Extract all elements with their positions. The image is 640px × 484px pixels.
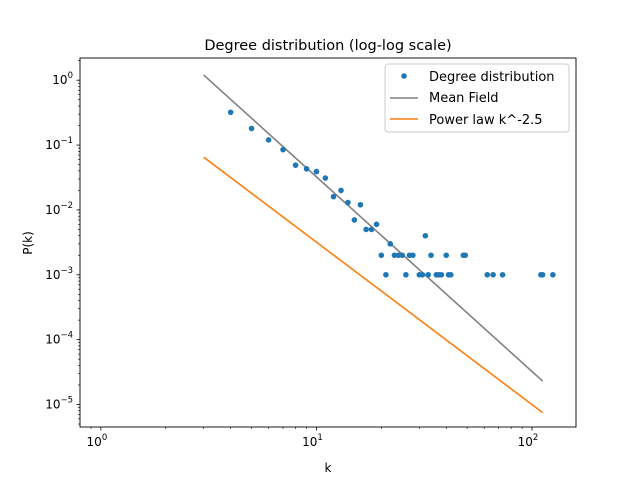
axes-frame [79,57,577,428]
legend-label-power-law: Power law k^-2.5 [429,113,543,128]
data-point-18 [387,241,394,247]
data-point-4 [292,162,299,168]
data-point-40 [499,271,506,278]
y-tick-label: 10−5 [45,396,73,412]
data-point-7 [322,175,329,181]
data-point-27 [422,232,429,239]
data-point-16 [378,252,385,259]
data-point-15 [373,221,380,228]
x-axis-label: k [325,461,332,475]
x-axis-ticks: 100 101 102 [87,427,539,449]
data-point-11 [351,217,358,223]
data-point-10 [345,199,351,206]
points-layer [227,109,556,278]
y-tick-label: 10−3 [45,266,73,282]
data-point-37 [462,252,469,259]
data-point-12 [357,201,364,208]
data-point-28 [425,271,432,278]
data-point-33 [443,252,450,259]
data-point-9 [338,187,344,194]
x-tick-label: 101 [302,433,323,449]
series-line-power-law [203,156,544,414]
chart-title: Degree distribution (log-log scale) [204,38,451,54]
data-point-29 [428,252,434,259]
legend: Degree distribution Mean Field Power law… [384,63,570,133]
data-point-6 [313,168,320,175]
data-point-5 [303,166,310,172]
data-point-32 [438,271,445,278]
data-point-19 [391,252,398,259]
data-point-17 [383,271,389,278]
data-point-35 [447,271,454,278]
legend-marker-degree [401,73,407,79]
legend-label-mean-field: Mean Field [429,91,499,106]
data-point-3 [280,146,286,153]
y-axis-label: P(k) [21,231,35,255]
x-tick-label: 102 [518,433,539,449]
data-point-24 [410,252,416,259]
data-point-21 [399,252,406,259]
data-point-14 [368,226,375,233]
legend-label-degree: Degree distribution [429,70,555,85]
data-point-43 [550,271,556,278]
data-point-13 [363,226,369,233]
legend-box [384,63,570,133]
data-point-1 [248,125,255,132]
y-axis-ticks: 100 10−1 10−2 10−3 10−4 10−5 [45,60,80,425]
y-tick-label: 10−2 [45,201,73,217]
data-point-39 [490,271,496,278]
data-point-38 [484,271,491,278]
data-point-8 [330,193,337,200]
y-tick-label: 10−4 [45,331,73,347]
data-point-2 [265,137,272,143]
data-point-22 [403,271,409,278]
x-tick-label: 100 [87,433,108,449]
data-point-26 [419,271,426,278]
data-point-0 [227,109,234,116]
data-point-42 [539,271,546,278]
y-tick-label: 100 [52,71,73,87]
y-tick-label: 10−1 [45,136,73,152]
